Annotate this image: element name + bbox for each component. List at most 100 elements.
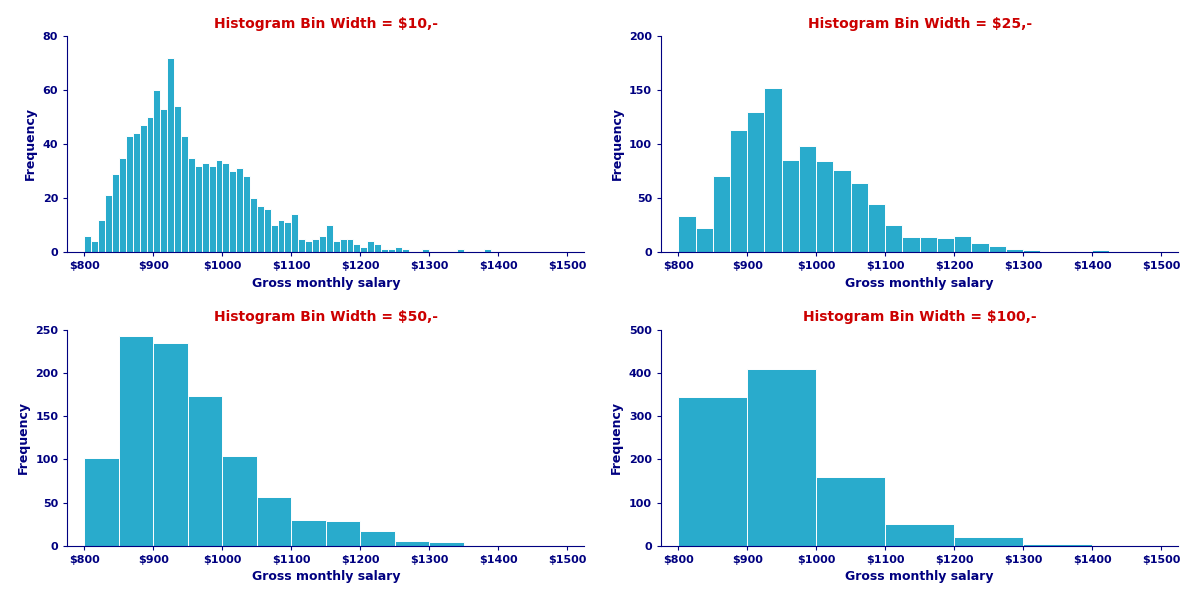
X-axis label: Gross monthly salary: Gross monthly salary — [252, 277, 400, 290]
Title: Histogram Bin Width = $100,-: Histogram Bin Width = $100,- — [803, 310, 1037, 325]
Bar — [188, 157, 194, 252]
Bar — [167, 58, 174, 252]
Bar — [457, 250, 463, 252]
Bar — [816, 161, 834, 252]
Bar — [834, 170, 851, 252]
Bar — [971, 244, 989, 252]
Bar — [886, 524, 954, 546]
Bar — [216, 160, 222, 252]
Bar — [402, 250, 408, 252]
Bar — [119, 157, 126, 252]
Bar — [133, 133, 139, 252]
Bar — [954, 537, 1024, 546]
Bar — [360, 247, 367, 252]
Bar — [395, 247, 402, 252]
Bar — [292, 520, 326, 546]
Bar — [764, 88, 781, 252]
Bar — [374, 244, 382, 252]
Bar — [277, 220, 284, 252]
Bar — [106, 196, 112, 252]
Bar — [678, 397, 748, 546]
Bar — [713, 176, 730, 252]
Bar — [1024, 544, 1092, 546]
Bar — [422, 250, 430, 252]
Bar — [326, 521, 360, 546]
Bar — [84, 236, 91, 252]
Bar — [312, 238, 319, 252]
Bar — [367, 241, 374, 252]
Bar — [989, 245, 1006, 252]
Y-axis label: Frequency: Frequency — [611, 401, 623, 474]
Bar — [354, 244, 360, 252]
Bar — [284, 222, 292, 252]
Bar — [112, 174, 119, 252]
X-axis label: Gross monthly salary: Gross monthly salary — [845, 571, 994, 583]
Bar — [257, 497, 292, 546]
Bar — [264, 209, 271, 252]
Bar — [305, 241, 312, 252]
Bar — [326, 225, 332, 252]
Bar — [902, 237, 919, 252]
Bar — [126, 136, 133, 252]
Title: Histogram Bin Width = $25,-: Histogram Bin Width = $25,- — [808, 17, 1032, 31]
Bar — [257, 206, 264, 252]
Bar — [271, 225, 277, 252]
Bar — [886, 225, 902, 252]
Bar — [360, 531, 395, 546]
Bar — [868, 205, 886, 252]
Y-axis label: Frequency: Frequency — [24, 107, 37, 181]
Bar — [799, 146, 816, 252]
Bar — [146, 117, 154, 252]
Y-axis label: Frequency: Frequency — [611, 107, 624, 181]
Bar — [1006, 249, 1024, 252]
Bar — [395, 541, 430, 546]
Bar — [161, 109, 167, 252]
Title: Histogram Bin Width = $10,-: Histogram Bin Width = $10,- — [214, 17, 438, 31]
Bar — [222, 456, 257, 546]
Bar — [222, 163, 229, 252]
Bar — [154, 343, 188, 546]
Bar — [696, 228, 713, 252]
Bar — [485, 250, 491, 252]
Bar — [937, 238, 954, 252]
Bar — [194, 166, 202, 252]
Bar — [84, 458, 119, 546]
Bar — [748, 370, 816, 546]
Bar — [292, 214, 299, 252]
Bar — [174, 106, 181, 252]
Bar — [244, 176, 250, 252]
Bar — [1024, 250, 1040, 252]
Bar — [202, 163, 209, 252]
X-axis label: Gross monthly salary: Gross monthly salary — [252, 571, 400, 583]
Bar — [188, 396, 222, 546]
Bar — [209, 166, 216, 252]
Bar — [781, 160, 799, 252]
Bar — [236, 168, 244, 252]
Title: Histogram Bin Width = $50,-: Histogram Bin Width = $50,- — [214, 310, 438, 325]
Bar — [388, 250, 395, 252]
Bar — [139, 125, 146, 252]
Bar — [1057, 251, 1075, 252]
Bar — [382, 250, 388, 252]
Bar — [229, 171, 236, 252]
X-axis label: Gross monthly salary: Gross monthly salary — [845, 277, 994, 290]
Bar — [340, 238, 347, 252]
Bar — [91, 241, 98, 252]
Bar — [154, 90, 161, 252]
Bar — [678, 217, 696, 252]
Bar — [98, 220, 106, 252]
Bar — [954, 236, 971, 252]
Y-axis label: Frequency: Frequency — [17, 401, 30, 474]
Bar — [748, 112, 764, 252]
Bar — [250, 198, 257, 252]
Bar — [319, 236, 326, 252]
Bar — [851, 183, 868, 252]
Bar — [816, 476, 886, 546]
Bar — [347, 238, 354, 252]
Bar — [919, 237, 937, 252]
Bar — [299, 238, 305, 252]
Bar — [332, 241, 340, 252]
Bar — [430, 542, 463, 546]
Bar — [1092, 250, 1109, 252]
Bar — [730, 130, 748, 252]
